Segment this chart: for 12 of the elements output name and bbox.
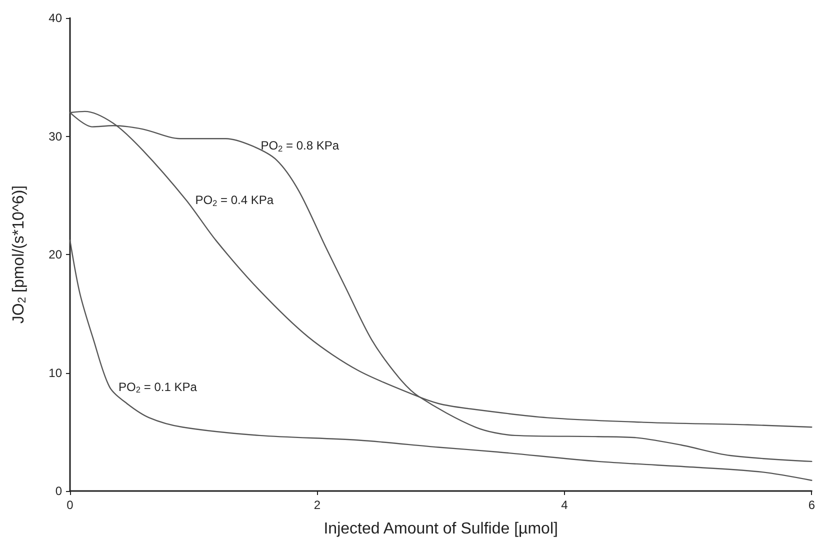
x-tick-label: 2 bbox=[314, 498, 321, 512]
y-tick-label: 30 bbox=[48, 129, 62, 144]
x-tick-label: 6 bbox=[808, 498, 816, 512]
x-tick-label: 4 bbox=[561, 498, 568, 512]
y-tick-label: 0 bbox=[55, 484, 62, 498]
y-tick-label: 20 bbox=[48, 248, 62, 262]
line-series bbox=[69, 240, 812, 481]
y-axis-title: JO2 [pmol/(s*10^6)] bbox=[10, 185, 28, 324]
y-tick-label: 40 bbox=[48, 11, 62, 25]
y-tick-label: 10 bbox=[48, 366, 62, 380]
x-axis-title: Injected Amount of Sulfide [µmol] bbox=[324, 520, 558, 538]
x-tick-label: 0 bbox=[66, 498, 74, 512]
